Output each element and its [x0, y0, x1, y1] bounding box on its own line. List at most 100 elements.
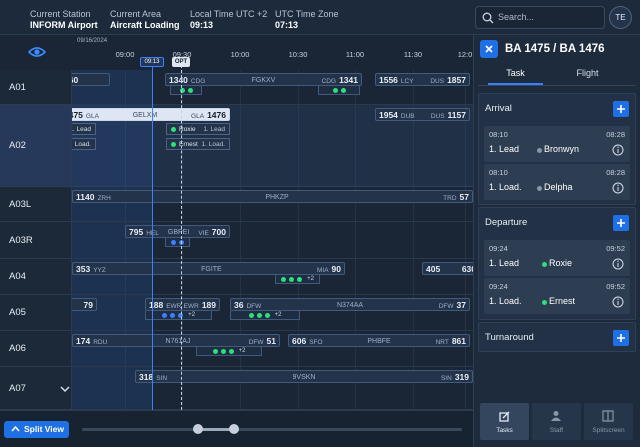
- station: GLA: [85, 112, 99, 120]
- dot: [170, 312, 176, 318]
- eye-icon[interactable]: [28, 45, 46, 59]
- add-button[interactable]: [613, 101, 629, 117]
- tab[interactable]: Flight: [576, 68, 599, 78]
- reg: FGITE: [201, 266, 222, 273]
- grid-line: [355, 70, 356, 410]
- task-chip[interactable]: 1. Lead: [72, 123, 96, 135]
- row-label[interactable]: A01: [0, 70, 72, 105]
- chevron[interactable]: [60, 385, 70, 394]
- info-icon[interactable]: [612, 296, 624, 308]
- nav-button[interactable]: Tasks: [480, 403, 529, 440]
- nav-button[interactable]: Staff: [532, 403, 581, 440]
- add-button[interactable]: [613, 330, 629, 346]
- nav-button[interactable]: Splitscreen: [584, 403, 633, 440]
- info-icon[interactable]: [612, 144, 624, 156]
- info-icon[interactable]: [612, 258, 624, 270]
- dot: [228, 348, 234, 354]
- avatar[interactable]: TE: [609, 6, 632, 29]
- split-view-button[interactable]: Split View: [4, 421, 69, 438]
- arrival: 405: [426, 264, 440, 274]
- more-count: +2: [307, 276, 314, 282]
- station: MIA: [316, 266, 329, 274]
- time-label: 10:30: [288, 50, 308, 59]
- task-chip[interactable]: Roxie 1. Lead: [166, 123, 230, 135]
- flight-bar[interactable]: 360: [72, 73, 110, 86]
- registration: GELXM: [133, 110, 158, 119]
- row-label[interactable]: A07: [0, 367, 72, 410]
- task-card[interactable]: 09:24 09:52 1. Load. Ernest: [484, 278, 630, 314]
- slider-knob[interactable]: [229, 424, 239, 434]
- flight-number: 319: [454, 371, 469, 382]
- search-box[interactable]: Search...: [475, 6, 605, 29]
- staff-name: Ernest: [549, 296, 576, 306]
- row-label[interactable]: A03R: [0, 222, 72, 259]
- row-label-text: A05: [9, 307, 26, 318]
- flight-bar[interactable]: 606 SFO PHBFE NRT 861: [288, 334, 470, 347]
- row-label[interactable]: A05: [0, 295, 72, 331]
- status-dot: [537, 186, 542, 191]
- close-button[interactable]: [480, 40, 498, 58]
- task-card[interactable]: 09:24 09:52 1. Lead Roxie: [484, 240, 630, 276]
- row-label[interactable]: A02: [0, 105, 72, 187]
- task-chip[interactable]: Ernest 1. Load.: [166, 138, 230, 150]
- registration: 9VSKN: [293, 372, 316, 381]
- task-card[interactable]: 08:10 08:28 1. Load. Delpha: [484, 164, 630, 200]
- task-dots[interactable]: +2: [230, 311, 300, 320]
- dot: [212, 348, 218, 354]
- task-dots[interactable]: [318, 86, 360, 95]
- flight-number: 79: [83, 299, 93, 310]
- row-label[interactable]: A06: [0, 331, 72, 367]
- dot: [340, 87, 346, 93]
- flight-bar[interactable]: 318 SIN 9VSKN SIN 319: [135, 370, 473, 383]
- add-button[interactable]: [613, 215, 629, 231]
- flight-bar[interactable]: 1475GLAGELXMGLA1476: [72, 108, 230, 121]
- arrival: 360: [72, 75, 78, 85]
- timeline-labels: 09:00 09:30 10:00 10:30 11:00 11:30 12:0 360 134…: [72, 35, 473, 410]
- reg: N761AJ: [165, 338, 191, 345]
- station: DUS: [430, 77, 445, 85]
- end-time: 09:52: [606, 244, 625, 253]
- search-placeholder: Search...: [498, 12, 535, 22]
- flight-bar[interactable]: 174 RDU N761AJ DFW 51: [72, 334, 280, 347]
- task-dots[interactable]: +2: [196, 347, 262, 356]
- row-label[interactable]: A04: [0, 259, 72, 295]
- station: DFW: [248, 338, 264, 346]
- section-title: Departure: [485, 217, 528, 228]
- flight-number: 174: [76, 335, 91, 346]
- flight-number: 795: [129, 226, 144, 237]
- station: DUS: [430, 112, 445, 120]
- flight-bar[interactable]: 353 YYZ FGITE MIA 90: [72, 262, 345, 275]
- task-dots[interactable]: +2: [275, 275, 320, 284]
- flight-bar[interactable]: 079: [72, 298, 97, 311]
- row-line: [72, 258, 473, 259]
- task-dots[interactable]: [170, 86, 202, 95]
- flight-bar[interactable]: 188 EWR EWR 189: [145, 298, 220, 311]
- flight-bar[interactable]: 1556 LCY DUS 1857: [375, 73, 470, 86]
- nav-label: Splitscreen: [592, 427, 625, 434]
- flight-bar[interactable]: 36 DFW N374AA DFW 37: [230, 298, 470, 311]
- station: SIN: [156, 374, 168, 382]
- task-dots[interactable]: +2: [145, 311, 212, 320]
- row-line: [72, 104, 473, 105]
- arrival: 1475GLA: [72, 110, 99, 120]
- slider-knob[interactable]: [193, 424, 203, 434]
- section-title: Arrival: [485, 103, 512, 114]
- info-icon[interactable]: [612, 182, 624, 194]
- row-label[interactable]: A03L: [0, 187, 72, 222]
- task-card[interactable]: 08:10 08:28 1. Lead Bronwyn: [484, 126, 630, 162]
- task-chip[interactable]: Load.: [72, 138, 96, 150]
- flight-bar[interactable]: 1954 DUB DUS 1157: [375, 108, 470, 121]
- dot: [187, 87, 193, 93]
- tab[interactable]: Task: [506, 68, 525, 78]
- departure: SIN 319: [441, 372, 469, 382]
- flight-bar[interactable]: 1340 CDG FGKXV CDG 1341: [165, 73, 362, 86]
- date-label: 09/16/2024: [77, 38, 108, 44]
- task-dots[interactable]: [165, 238, 190, 247]
- flight-bar[interactable]: 405 630: [422, 262, 473, 275]
- station: SFO: [309, 338, 323, 346]
- staff-name: Roxie: [549, 258, 573, 268]
- flight-bar[interactable]: 1140 ZRH PHKZP TRD 57: [72, 190, 473, 203]
- registration: N761AJ: [166, 336, 191, 345]
- dot: [281, 276, 287, 282]
